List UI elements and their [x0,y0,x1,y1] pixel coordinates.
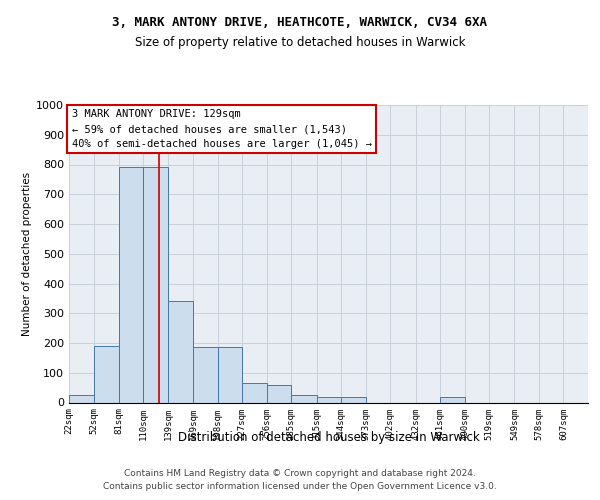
Bar [317,396,341,402]
Text: 3, MARK ANTONY DRIVE, HEATHCOTE, WARWICK, CV34 6XA: 3, MARK ANTONY DRIVE, HEATHCOTE, WARWICK… [113,16,487,29]
Bar [119,168,143,402]
Bar [267,384,292,402]
Bar [292,395,317,402]
Y-axis label: Number of detached properties: Number of detached properties [22,172,32,336]
Bar [168,302,193,402]
Bar [218,348,242,403]
Bar [341,396,365,402]
Bar [143,168,168,402]
Text: Size of property relative to detached houses in Warwick: Size of property relative to detached ho… [135,36,465,49]
Bar [193,348,218,403]
Bar [69,395,94,402]
Text: Contains public sector information licensed under the Open Government Licence v3: Contains public sector information licen… [103,482,497,491]
Bar [94,346,119,403]
Bar [440,396,464,402]
Text: Distribution of detached houses by size in Warwick: Distribution of detached houses by size … [178,431,479,444]
Bar [242,383,267,402]
Text: 3 MARK ANTONY DRIVE: 129sqm
← 59% of detached houses are smaller (1,543)
40% of : 3 MARK ANTONY DRIVE: 129sqm ← 59% of det… [71,110,371,149]
Text: Contains HM Land Registry data © Crown copyright and database right 2024.: Contains HM Land Registry data © Crown c… [124,469,476,478]
